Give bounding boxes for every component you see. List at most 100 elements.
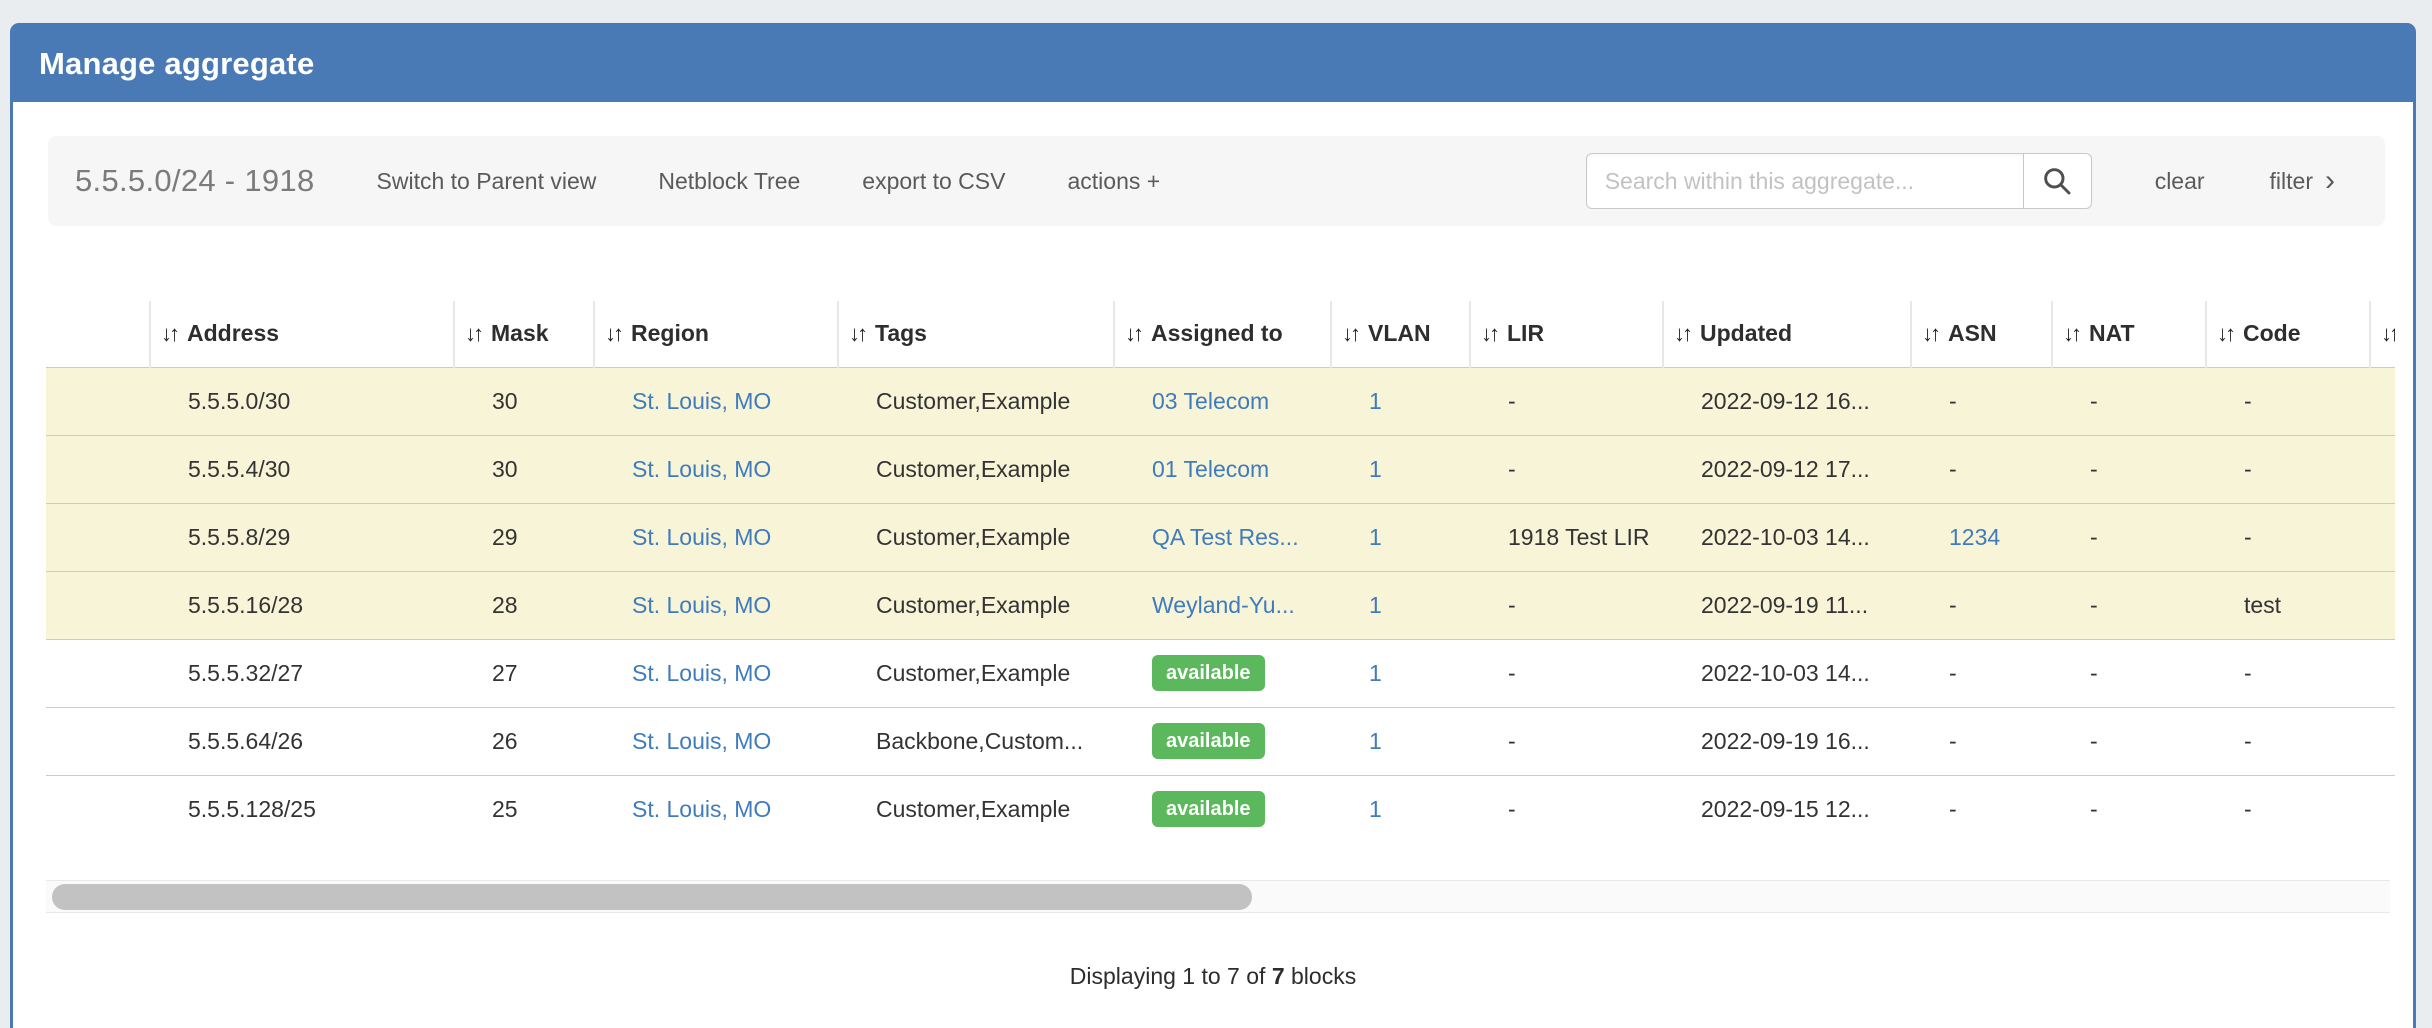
cell-address: 5.5.5.4/30: [150, 434, 454, 503]
available-status-badge: available: [1152, 723, 1265, 759]
cell-extra: [2370, 638, 2395, 707]
chevron-right-icon: ›: [2325, 164, 2335, 197]
col-label: Updated: [1700, 320, 1792, 347]
col-header-nat[interactable]: ↓↑ NAT: [2051, 301, 2206, 367]
col-label: Mask: [491, 320, 549, 347]
assigned-link[interactable]: Weyland-Yu...: [1152, 591, 1295, 618]
netblock-table-container: ↓↑ Address ↓↑ Mask ↓↑ Region ↓↑ Tags ↓↑ Assigned …: [46, 301, 2395, 843]
sort-icon: ↓↑: [465, 321, 484, 347]
cell-assigned: available: [1114, 706, 1331, 775]
cell-nat: -: [2052, 570, 2206, 639]
col-label: Code: [2243, 320, 2301, 347]
cell-address: 5.5.5.0/30: [150, 366, 454, 435]
search-icon: [2041, 165, 2073, 197]
aggregate-label: 5.5.5.0/24 - 1918: [75, 163, 315, 198]
horizontal-scrollbar-track[interactable]: [46, 880, 2390, 913]
cell-vlan: 1: [1331, 434, 1470, 503]
vlan-link[interactable]: 1: [1369, 659, 1382, 686]
filter-link[interactable]: filter ›: [2270, 166, 2335, 196]
cell-nat: -: [2052, 774, 2206, 843]
table-row: 5.5.5.16/28 28 St. Louis, MO Customer,Examp…: [46, 570, 2395, 639]
col-label: Tags: [875, 320, 927, 347]
cell-updated: 2022-09-19 11...: [1663, 570, 1911, 639]
cell-vlan: 1: [1331, 638, 1470, 707]
sort-icon: ↓↑: [1922, 321, 1941, 347]
cell-vlan: 1: [1331, 570, 1470, 639]
search-button[interactable]: [2022, 153, 2092, 209]
sort-icon: ↓↑: [849, 321, 868, 347]
cell-extra: [2370, 570, 2395, 639]
cell-spacer: [46, 366, 150, 435]
pagination-status: Displaying 1 to 7 of 7 blocks: [13, 963, 2413, 990]
col-label: LIR: [1507, 320, 1545, 347]
col-header-lir[interactable]: ↓↑ LIR: [1469, 301, 1663, 367]
col-header-address[interactable]: ↓↑ Address: [149, 301, 454, 367]
region-link[interactable]: St. Louis, MO: [632, 387, 772, 414]
vlan-link[interactable]: 1: [1369, 591, 1382, 618]
region-link[interactable]: St. Louis, MO: [632, 455, 772, 482]
vlan-link[interactable]: 1: [1369, 387, 1382, 414]
region-link[interactable]: St. Louis, MO: [632, 795, 772, 822]
vlan-link[interactable]: 1: [1369, 795, 1382, 822]
vlan-link[interactable]: 1: [1369, 523, 1382, 550]
cell-nat: -: [2052, 366, 2206, 435]
cell-asn: -: [1911, 434, 2052, 503]
table-row: 5.5.5.64/26 26 St. Louis, MO Backbone,Custo…: [46, 706, 2395, 775]
assigned-link[interactable]: QA Test Res...: [1152, 523, 1299, 550]
cell-region: St. Louis, MO: [594, 502, 838, 571]
col-header-region[interactable]: ↓↑ Region: [593, 301, 838, 367]
cell-spacer: [46, 570, 150, 639]
col-header-blank[interactable]: ↓↑: [2369, 301, 2395, 367]
cell-vlan: 1: [1331, 706, 1470, 775]
col-header-tags[interactable]: ↓↑ Tags: [837, 301, 1114, 367]
vlan-link[interactable]: 1: [1369, 727, 1382, 754]
col-header-assigned-to[interactable]: ↓↑ Assigned to: [1113, 301, 1331, 367]
sort-icon: ↓↑: [1342, 321, 1361, 347]
sort-icon: ↓↑: [2063, 321, 2082, 347]
sort-icon: ↓↑: [2381, 321, 2395, 347]
netblock-tree-link[interactable]: Netblock Tree: [658, 167, 801, 194]
region-link[interactable]: St. Louis, MO: [632, 523, 772, 550]
cell-lir: -: [1470, 366, 1663, 435]
actions-menu-link[interactable]: actions +: [1067, 167, 1161, 194]
cell-address: 5.5.5.16/28: [150, 570, 454, 639]
cell-mask: 29: [454, 502, 594, 571]
cell-spacer: [46, 706, 150, 775]
cell-updated: 2022-09-12 16...: [1663, 366, 1911, 435]
assigned-link[interactable]: 01 Telecom: [1152, 455, 1270, 482]
region-link[interactable]: St. Louis, MO: [632, 659, 772, 686]
search-input[interactable]: [1585, 153, 2023, 209]
col-header-updated[interactable]: ↓↑ Updated: [1662, 301, 1911, 367]
region-link[interactable]: St. Louis, MO: [632, 591, 772, 618]
cell-asn: 1234: [1911, 502, 2052, 571]
pagination-suffix: blocks: [1284, 963, 1357, 989]
cell-mask: 27: [454, 638, 594, 707]
col-header-code[interactable]: ↓↑ Code: [2205, 301, 2370, 367]
export-csv-link[interactable]: export to CSV: [862, 167, 1006, 194]
cell-region: St. Louis, MO: [594, 638, 838, 707]
cell-spacer: [46, 502, 150, 571]
cell-address: 5.5.5.64/26: [150, 706, 454, 775]
asn-link[interactable]: 1234: [1949, 523, 2001, 550]
cell-code: -: [2206, 774, 2370, 843]
col-header-asn[interactable]: ↓↑ ASN: [1910, 301, 2052, 367]
cell-extra: [2370, 434, 2395, 503]
cell-code: test: [2206, 570, 2370, 639]
cell-code: -: [2206, 366, 2370, 435]
region-link[interactable]: St. Louis, MO: [632, 727, 772, 754]
col-header-vlan[interactable]: ↓↑ VLAN: [1330, 301, 1470, 367]
col-label: Assigned to: [1151, 320, 1283, 347]
cell-tags: Customer,Example: [838, 570, 1114, 639]
assigned-link[interactable]: 03 Telecom: [1152, 387, 1270, 414]
col-header-mask[interactable]: ↓↑ Mask: [453, 301, 594, 367]
switch-parent-view-link[interactable]: Switch to Parent view: [376, 167, 597, 194]
sort-icon: ↓↑: [1125, 321, 1144, 347]
cell-spacer: [46, 774, 150, 843]
col-header-blank: [46, 301, 150, 367]
horizontal-scrollbar-thumb[interactable]: [52, 884, 1252, 910]
cell-assigned: available: [1114, 638, 1331, 707]
cell-asn: -: [1911, 774, 2052, 843]
col-label: NAT: [2089, 320, 2135, 347]
clear-search-link[interactable]: clear: [2154, 167, 2205, 194]
vlan-link[interactable]: 1: [1369, 455, 1382, 482]
